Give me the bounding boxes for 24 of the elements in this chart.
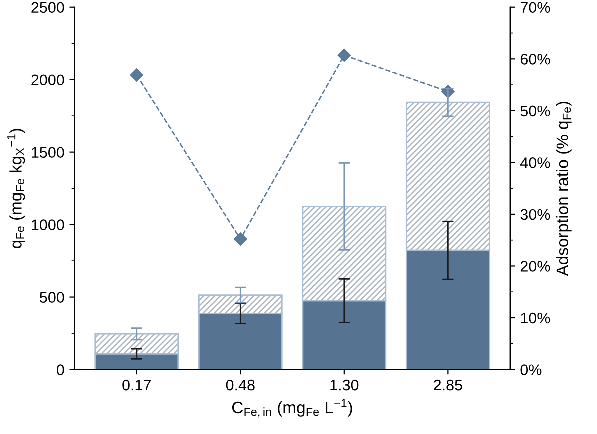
- x-tick-label: 2.85: [434, 380, 462, 391]
- x-tick-label: 0.48: [226, 380, 255, 391]
- y2-tick-label: 40%: [520, 158, 550, 168]
- y2-tick-label: 20%: [520, 261, 550, 272]
- y-tick-label: 2500: [32, 2, 64, 14]
- x-tick-label: 1.30: [330, 380, 359, 391]
- y2-tick-label: 70%: [520, 2, 550, 14]
- y2-tick-label: 0%: [520, 364, 542, 376]
- y-tick-label: 1000: [32, 220, 64, 230]
- y2-tick-label: 10%: [521, 312, 550, 324]
- y-axis-title: q$_{Fe}$ (mg$_{Fe}$ kg$_{X}$$^{−1}$): [8, 129, 26, 248]
- y-tick-label: 500: [40, 292, 64, 303]
- x-axis-title: C$_{Fe,in}$ (mg$_{Fe}$ L$^{−1}$): [232, 399, 352, 418]
- x-tick-label: 0.17: [122, 380, 151, 391]
- y-tick-label: 1500: [32, 147, 64, 158]
- y-tick-label: 2000: [32, 74, 64, 86]
- y2-tick-label: 50%: [520, 106, 550, 117]
- y2-axis-title: Adsorption ratio (% q$_{Fe}$): [556, 102, 572, 276]
- y2-tick-label: 30%: [520, 209, 550, 220]
- y2-tick-label: 60%: [520, 54, 550, 65]
- point: [338, 48, 351, 62]
- y-tick-label: 0: [57, 364, 64, 376]
- point: [234, 232, 248, 246]
- point: [130, 68, 144, 82]
